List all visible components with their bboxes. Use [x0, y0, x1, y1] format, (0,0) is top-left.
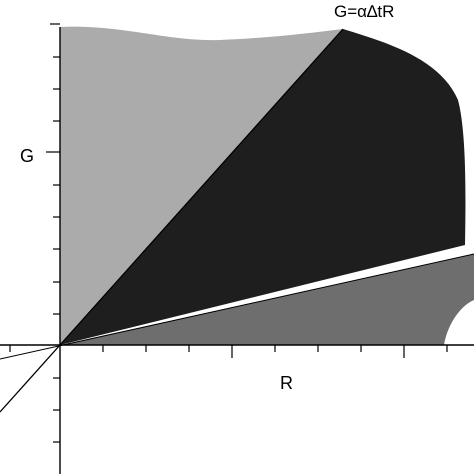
line-label: G=α∆tR	[334, 2, 394, 21]
x-axis-ticks	[9, 345, 448, 358]
y-axis-label: G	[20, 146, 34, 166]
y-axis-ticks	[46, 23, 60, 443]
lower-boundary-line	[0, 253, 474, 360]
boundary-line	[0, 28, 344, 413]
x-axis-label: R	[280, 373, 293, 393]
dark-region	[60, 29, 466, 345]
